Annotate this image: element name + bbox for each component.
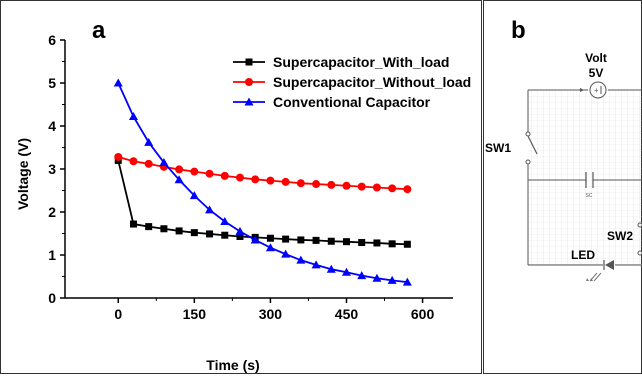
data-point [235,226,245,235]
y-tick-label: 1 [48,247,56,263]
data-point [341,267,351,276]
legend-label: Supercapacitor_Without_load [273,74,471,90]
data-point [145,223,153,231]
data-point [189,191,199,200]
legend-label: Conventional Capacitor [273,94,431,110]
data-point [403,185,412,194]
data-point [160,225,168,233]
data-point [281,249,291,258]
data-point [372,183,381,192]
x-axis-label: Time (s) [206,357,259,373]
data-point [144,159,153,168]
data-point [282,235,290,243]
data-point [175,165,184,174]
data-point [342,181,351,190]
breadboard-grid [528,90,642,265]
y-tick-label: 0 [48,290,56,306]
data-point [251,175,260,184]
y-tick-label: 3 [48,161,56,177]
circuit-diagram: b + Volt 5V SW1 [483,0,642,374]
data-point [312,180,321,189]
switch-2-label: SW2 [607,229,633,243]
switch-1-label: SW1 [485,141,511,155]
data-point [358,239,366,247]
data-point [205,169,214,178]
data-point [297,236,305,244]
x-tick-label: 300 [259,306,283,322]
data-point [357,182,366,191]
data-point [342,238,350,246]
data-point [327,180,336,189]
data-point [205,205,215,214]
capacitor-label: SC [586,193,593,199]
data-point [113,78,123,87]
data-point [159,158,169,167]
data-point [402,277,412,286]
data-point [250,235,260,244]
data-point [190,229,198,237]
data-point [296,179,305,188]
circuit-wires [527,89,642,266]
legend-marker [244,97,254,106]
capacitor-icon [585,172,594,188]
data-point [236,233,244,241]
data-point [235,173,244,182]
legend-marker [245,78,253,86]
panel-label-b: b [511,17,526,44]
data-point [220,216,230,225]
switch-2-icon [637,222,642,256]
circuit-panel-b: b + Volt 5V SW1 [483,0,642,374]
data-point [281,177,290,186]
x-tick-label: 150 [183,306,207,322]
y-tick-label: 5 [48,75,56,91]
data-point [296,255,306,264]
panel-label-a: a [92,17,106,44]
led-label: LED [571,248,595,262]
y-tick-label: 4 [48,118,56,134]
data-point [190,167,199,176]
y-axis-label: Voltage (V) [15,138,31,210]
data-point [372,273,382,282]
switch-1-icon [525,131,538,165]
data-point [174,175,184,184]
data-point [326,264,336,273]
y-tick-label: 2 [48,204,56,220]
source-label: Volt [585,51,607,65]
voltage-chart: a 0 1 2 3 4 5 6 0 150 300 450 600 Supercapacitor_Wi… [0,0,482,374]
data-point [220,171,229,180]
data-point [144,137,154,146]
source-value: 5V [589,66,604,80]
legend-marker [245,58,253,66]
data-point [206,230,214,238]
x-tick-label: 450 [335,306,359,322]
data-point [327,237,335,245]
chart-panel-a: a 0 1 2 3 4 5 6 0 150 300 450 600 Supercapacitor_Wi… [0,0,482,374]
data-point [221,231,229,239]
data-point [129,220,137,228]
voltage-source-icon: + [580,81,607,99]
data-point [373,239,381,247]
data-point [265,243,275,252]
data-point [388,240,396,248]
x-tick-label: 0 [114,306,122,322]
data-point [129,157,138,166]
data-point [312,236,320,244]
data-point [266,234,274,242]
data-point [388,184,397,193]
data-point [175,227,183,235]
data-point [114,152,123,161]
legend-label: Supercapacitor_With_load [273,54,449,70]
data-point [387,275,397,284]
data-point [128,112,138,121]
data-point [357,271,367,280]
data-point [403,240,411,248]
x-tick-label: 600 [411,306,435,322]
y-tick-label: 6 [48,32,56,48]
series-3 [113,78,412,286]
svg-text:+: + [594,86,599,95]
data-point [266,176,275,185]
data-point [311,260,321,269]
led-icon [586,260,614,282]
series-2 [114,152,412,194]
